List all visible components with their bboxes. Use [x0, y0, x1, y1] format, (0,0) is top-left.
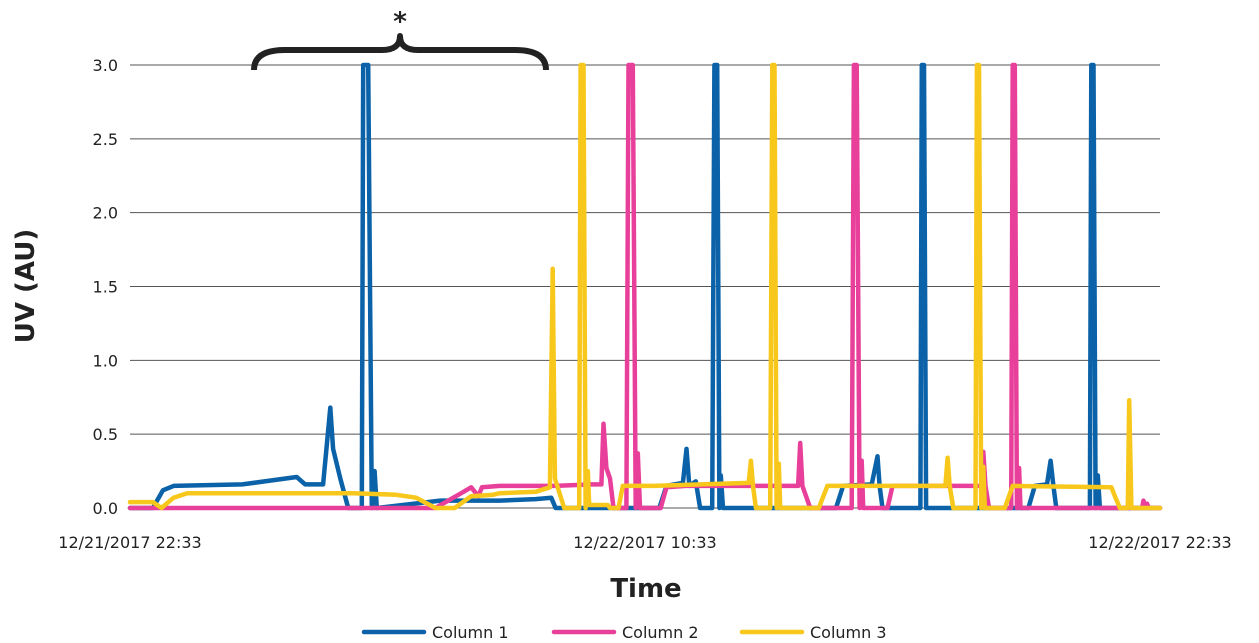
annotation-label: *	[393, 7, 407, 37]
y-tick-label: 1.0	[93, 351, 118, 370]
x-axis-title: Time	[610, 574, 681, 604]
x-tick-label: 12/22/2017 22:33	[1088, 533, 1231, 552]
y-tick-label: 3.0	[93, 56, 118, 75]
legend: Column 1 Column 2 Column 3	[361, 623, 887, 642]
series-line-3	[127, 62, 1163, 511]
y-axis-title: UV (AU)	[11, 229, 41, 344]
series-line-1	[127, 62, 1163, 511]
series-line-2	[127, 62, 1163, 511]
legend-label-2: Column 2	[622, 623, 699, 642]
series-lines	[127, 62, 1163, 511]
y-tick-labels: 0.0 0.5 1.0 1.5 2.0 2.5 3.0	[93, 56, 118, 518]
y-tick-label: 2.0	[93, 204, 118, 223]
legend-label-3: Column 3	[810, 623, 887, 642]
y-tick-label: 1.5	[93, 278, 118, 297]
x-tick-label: 12/22/2017 10:33	[573, 533, 716, 552]
x-tick-labels: 12/21/2017 22:33 12/22/2017 10:33 12/22/20…	[58, 533, 1231, 552]
annotation-brace	[251, 33, 549, 71]
y-tick-label: 0.0	[93, 499, 118, 518]
gridlines	[130, 64, 1160, 509]
legend-label-1: Column 1	[432, 623, 509, 642]
y-tick-label: 2.5	[93, 130, 118, 149]
x-tick-label: 12/21/2017 22:33	[58, 533, 201, 552]
y-tick-label: 0.5	[93, 425, 118, 444]
